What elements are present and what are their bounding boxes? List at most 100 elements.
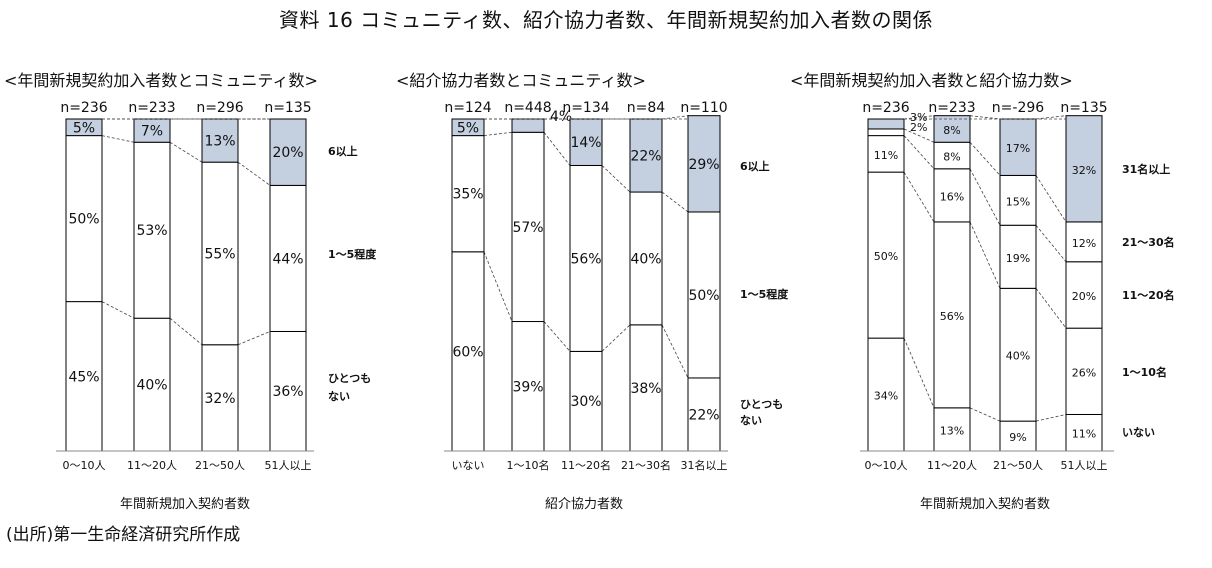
bar-segment [1065,261,1103,329]
category-label: 21～50人 [993,459,1043,472]
data-label: 7% [141,124,163,140]
n-label: n=135 [1060,100,1107,116]
legend-label: 6以上 [740,159,770,173]
connector-line [1035,414,1067,422]
x-axis-title: 年間新規加入契約者数 [920,496,1050,512]
data-label: 32% [1072,164,1096,177]
data-label: 44% [272,251,303,267]
category-label: 11～20名 [561,458,611,472]
data-label: 11% [874,149,898,162]
bar-segment [269,184,307,332]
legend-label: ない [328,390,350,403]
legend-label: 6以上 [328,144,358,158]
legend-label: 1～5程度 [740,287,789,301]
x-axis-title: 紹介協力者数 [545,497,623,512]
data-label: 5% [73,120,95,136]
connector-line [601,324,631,352]
category-label: 51人以上 [265,459,312,472]
connector-line [101,301,135,319]
bar-segment [269,118,307,186]
bar-segment [999,287,1037,422]
legend-label: いない [1122,426,1155,439]
n-label: n=448 [504,100,551,116]
n-label: n=296 [196,100,243,116]
bar-segment [201,344,239,452]
category-label: いない [452,459,485,472]
data-label: 16% [940,190,964,203]
connector-line [903,171,935,223]
bar-segment [933,221,971,409]
data-label: 2% [910,121,927,134]
connector-line [483,251,513,322]
data-label: 17% [1006,142,1030,155]
data-label: 50% [68,212,99,228]
bar-segment [569,164,603,352]
bar-segment [511,118,545,133]
data-label: 50% [688,288,719,304]
data-label: 39% [512,379,543,395]
source-note: (出所)第一生命経済研究所作成 [6,525,241,545]
bar-segment [867,171,905,339]
category-label: 51人以上 [1061,459,1108,472]
bar-segment [269,330,307,452]
bar-segment [999,118,1037,176]
bar-segment [133,317,171,452]
data-label: 22% [630,149,661,165]
data-label: 56% [940,310,964,323]
data-label: 14% [570,135,601,151]
data-label: 26% [1072,366,1096,379]
bar-segment [1065,115,1103,223]
connector-line [661,191,689,213]
category-label: 21～30名 [621,458,671,472]
bar-segment [933,141,971,170]
bar-segment [451,251,485,452]
chart-1-title: <年間新規契約加入者数とコミュニティ数> [4,71,318,90]
data-label: 19% [1006,252,1030,265]
chart-2-title: <紹介協力者数とコミュニティ数> [396,71,646,90]
connector-line [543,132,571,166]
data-label: 9% [1009,431,1026,444]
bar-segment [933,115,971,143]
data-label: 40% [136,378,167,394]
legend-label: 1～10名 [1122,365,1167,379]
data-label: 5% [457,120,479,136]
legend-label: 1～5程度 [328,247,377,261]
n-label: n=-296 [992,100,1044,116]
n-label: n=84 [627,100,666,116]
data-label: 50% [874,250,898,263]
connector-line [903,135,935,170]
legend-label: 31名以上 [1122,162,1170,176]
data-label: 11% [1072,428,1096,441]
data-label: 20% [272,145,303,161]
n-label: n=135 [264,100,311,116]
connector-line [903,115,935,120]
bar-segment [629,191,663,326]
bar-segment [867,337,905,452]
connector-line [903,337,935,408]
connector-line [237,161,271,186]
category-label: 1～10名 [507,458,550,472]
bar-segment [933,407,971,452]
category-label: 11～20人 [127,459,177,472]
bar-segment [65,135,103,303]
bar-segment [999,224,1037,289]
bar-segment [687,377,721,452]
category-label: 31名以上 [681,458,728,472]
category-label: 0～10人 [63,459,106,472]
data-label: 22% [688,407,719,423]
bar-segment [65,118,103,137]
connector-line [969,115,1001,120]
page-title: 資料 16 コミュニティ数、紹介協力者数、年間新規契約加入者数の関係 [279,8,933,32]
bar-segment [687,211,721,379]
legend-label: 21～30名 [1122,235,1175,249]
bar-segment [1065,413,1103,452]
connector-line [169,317,203,346]
data-label: 32% [204,391,235,407]
data-label: 34% [874,390,898,403]
data-label: 45% [68,369,99,385]
connector-line [969,141,1001,176]
n-label: n=110 [680,100,727,116]
data-label: 15% [1006,195,1030,208]
